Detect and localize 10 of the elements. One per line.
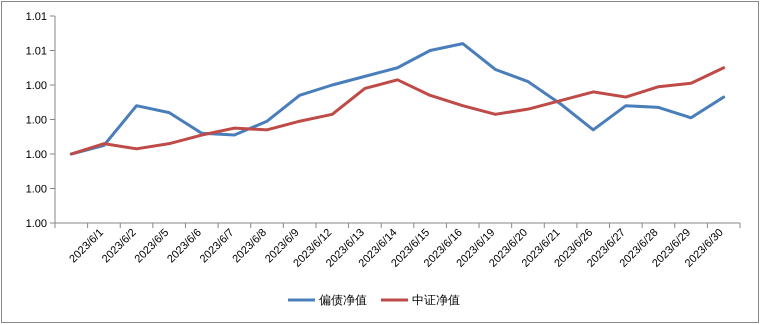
legend-label: 中证净值 [412, 293, 460, 307]
y-tick-label: 1.01 [26, 46, 47, 58]
y-tick-label: 1.00 [26, 149, 47, 161]
y-tick-label: 1.00 [26, 80, 47, 92]
y-tick-label: 1.00 [26, 114, 47, 126]
y-tick-label: 1.00 [26, 218, 47, 230]
legend-label: 偏债净值 [319, 293, 367, 307]
line-series [70, 66, 726, 156]
y-tick-label: 1.00 [26, 184, 47, 196]
y-tick-label: 1.01 [26, 11, 47, 23]
